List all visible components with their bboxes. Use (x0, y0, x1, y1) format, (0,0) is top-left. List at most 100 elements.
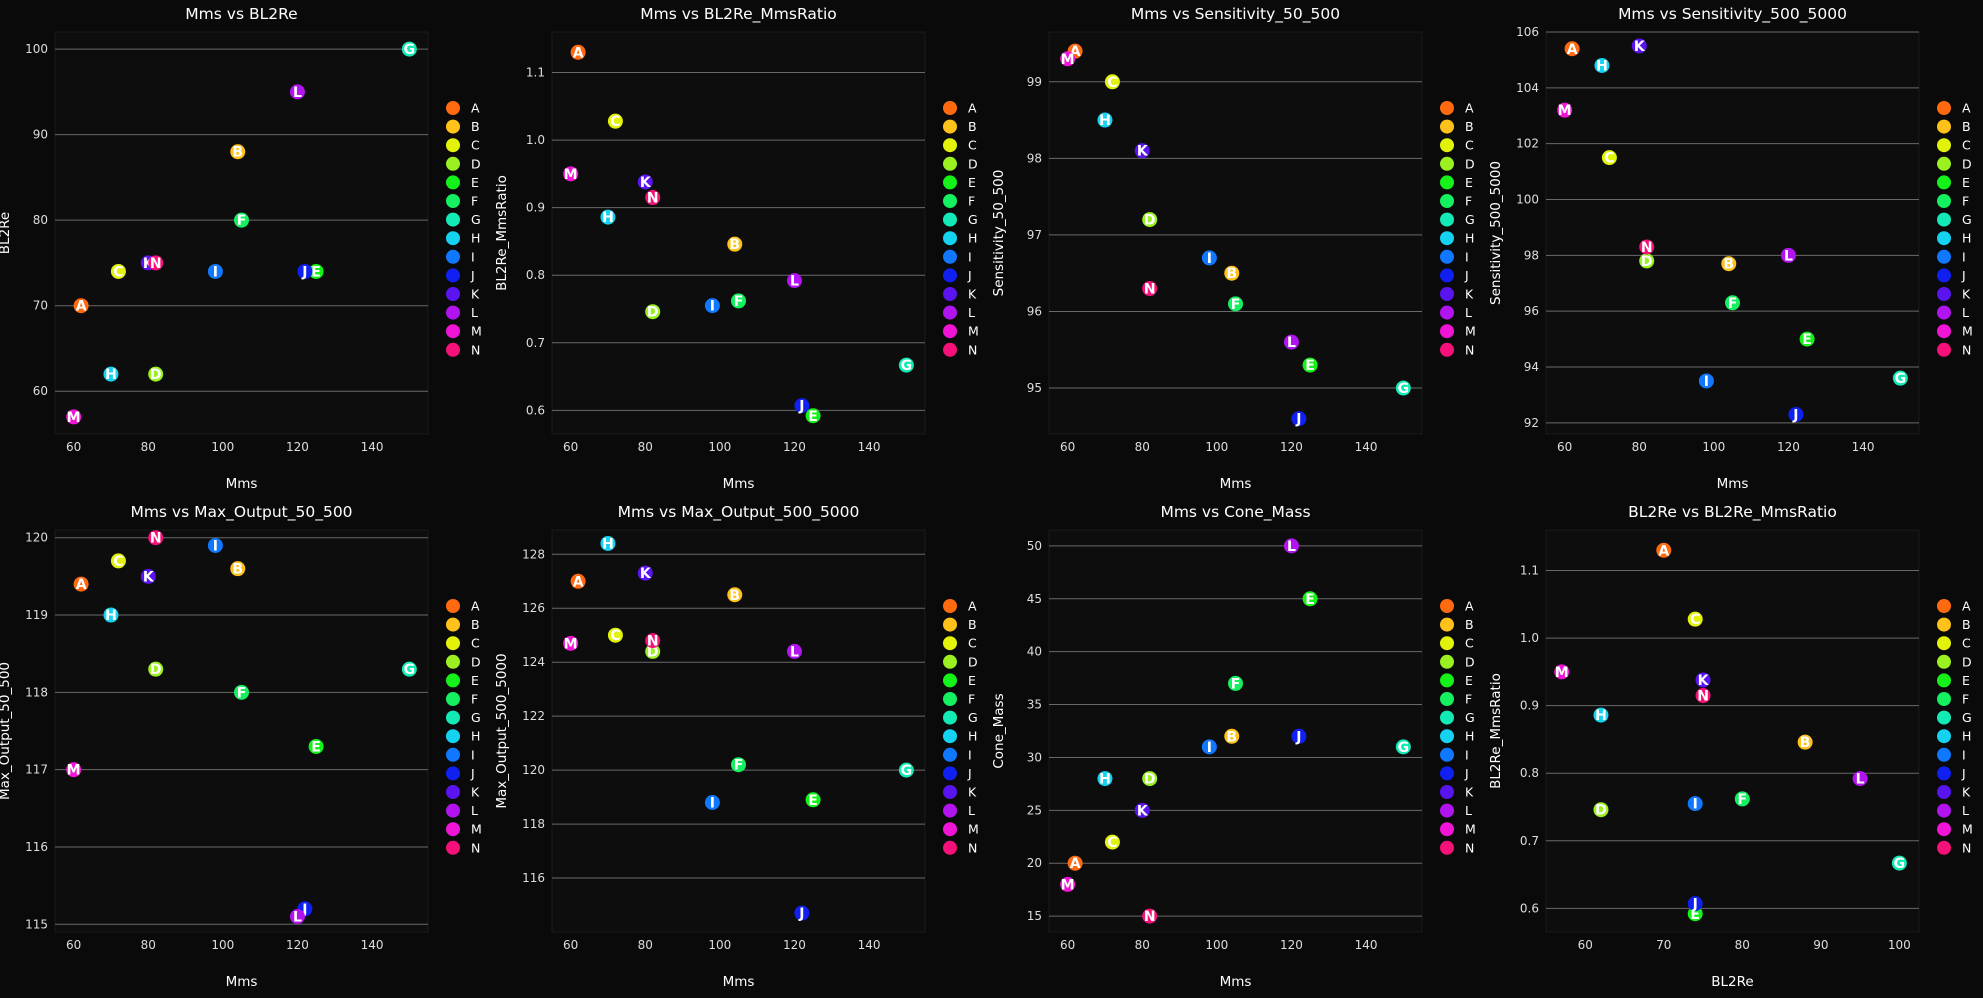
data-point-G (898, 357, 914, 373)
data-point-B (230, 561, 246, 577)
data-label-L: L (293, 910, 302, 926)
data-point-N (645, 190, 661, 206)
chart-panel-3: Mms vs Sensitivity_50_500 95 96 97 98 99 60 80 1… (991, 5, 1476, 492)
data-point-M (1060, 51, 1076, 67)
legend-label-B: B (471, 617, 480, 632)
data-point-G (898, 762, 914, 778)
data-label-I: I (710, 299, 715, 315)
data-label-G: G (1895, 371, 1907, 387)
data-point-J (297, 263, 313, 279)
legend-label-G: G (1962, 212, 1972, 227)
y-axis-label: Max_Output_50_500 (0, 662, 13, 800)
y-tick-label: 45 (1027, 592, 1042, 606)
data-label-F: F (237, 213, 247, 229)
data-label-C: C (610, 628, 620, 644)
data-label-A: A (1070, 856, 1081, 872)
legend-label-C: C (1465, 138, 1474, 153)
y-tick-label: 99 (1027, 75, 1042, 89)
legend-marker-D (1440, 654, 1454, 669)
y-tick-label: 1.1 (526, 66, 545, 80)
data-point-L (786, 643, 802, 659)
y-tick-label: 0.7 (1520, 834, 1539, 848)
legend-label-N: N (968, 342, 977, 357)
data-point-A (73, 298, 89, 314)
legend-label-D: D (1962, 156, 1972, 171)
legend-label-D: D (1962, 654, 1972, 669)
legend-label-I: I (1465, 249, 1469, 264)
legend-marker-D (943, 654, 957, 669)
legend-marker-L (1937, 803, 1951, 818)
y-tick-label: 50 (1027, 539, 1042, 553)
y-axis-label: BL2Re_MmsRatio (494, 175, 510, 291)
x-tick-label: 120 (1777, 440, 1800, 454)
data-point-A (570, 44, 586, 60)
x-tick-label: 60 (1060, 938, 1075, 952)
y-tick-label: 20 (1027, 856, 1042, 870)
data-label-F: F (1738, 792, 1748, 808)
legend-label-M: M (1962, 324, 1973, 339)
legend-marker-E (446, 175, 460, 190)
legend-label-L: L (1962, 305, 1969, 320)
data-point-H (1097, 771, 1113, 787)
data-label-B: B (1226, 266, 1237, 282)
y-tick-label: 15 (1027, 909, 1042, 923)
y-tick-label: 0.6 (526, 403, 545, 417)
legend-label-B: B (471, 119, 480, 134)
x-tick-label: 80 (141, 440, 156, 454)
data-label-E: E (1802, 332, 1812, 348)
x-tick-label: 100 (708, 440, 731, 454)
legend-marker-G (1440, 212, 1454, 227)
x-tick-label: 140 (858, 938, 881, 952)
y-tick-label: 95 (1027, 381, 1042, 395)
legend-label-F: F (1465, 692, 1472, 707)
data-point-B (230, 144, 246, 160)
data-point-I (704, 298, 720, 314)
legend-label-K: K (471, 785, 480, 800)
legend-marker-F (1937, 692, 1951, 706)
legend-marker-J (1440, 766, 1454, 781)
data-label-H: H (1099, 113, 1111, 129)
data-label-N: N (647, 634, 659, 650)
data-point-M (1557, 102, 1573, 118)
legend-label-G: G (471, 710, 481, 725)
data-label-H: H (105, 367, 117, 383)
legend-label-D: D (471, 654, 481, 669)
data-point-J (794, 398, 810, 414)
legend-marker-B (1937, 617, 1951, 632)
data-label-F: F (1728, 296, 1738, 312)
legend-marker-D (446, 156, 460, 171)
plot-area (54, 529, 429, 933)
y-tick-label: 80 (33, 213, 48, 227)
legend-label-L: L (471, 803, 478, 818)
y-tick-label: 116 (25, 840, 48, 854)
data-label-B: B (232, 145, 243, 161)
legend-marker-C (1937, 138, 1951, 153)
y-tick-label: 120 (522, 763, 545, 777)
legend-label-F: F (1962, 692, 1969, 707)
legend-label-N: N (1962, 342, 1971, 357)
y-tick-label: 0.7 (526, 336, 545, 350)
chart-title: Mms vs Max_Output_50_500 (130, 503, 352, 522)
data-point-A (1564, 41, 1580, 57)
data-point-D (1142, 771, 1158, 787)
legend-label-A: A (968, 101, 977, 116)
x-tick-label: 120 (286, 938, 309, 952)
legend-label-G: G (1465, 212, 1475, 227)
chart-title: Mms vs Sensitivity_50_500 (1131, 5, 1340, 24)
data-point-J (794, 905, 810, 921)
y-tick-label: 0.9 (526, 201, 545, 215)
data-point-M (66, 762, 82, 778)
data-label-I: I (710, 795, 715, 811)
chart-panel-5: Mms vs Max_Output_50_500 115 116 117 118 119 1… (0, 503, 482, 990)
x-tick-label: 140 (361, 938, 384, 952)
legend-marker-E (1440, 175, 1454, 190)
data-point-N (645, 633, 661, 649)
data-point-D (1142, 212, 1158, 228)
legend-marker-C (446, 636, 460, 651)
data-label-C: C (610, 114, 620, 130)
legend-marker-C (943, 138, 957, 153)
legend-label-E: E (1465, 673, 1473, 688)
legend-marker-G (446, 212, 460, 227)
legend-label-F: F (1465, 194, 1472, 209)
data-point-K (637, 565, 653, 581)
